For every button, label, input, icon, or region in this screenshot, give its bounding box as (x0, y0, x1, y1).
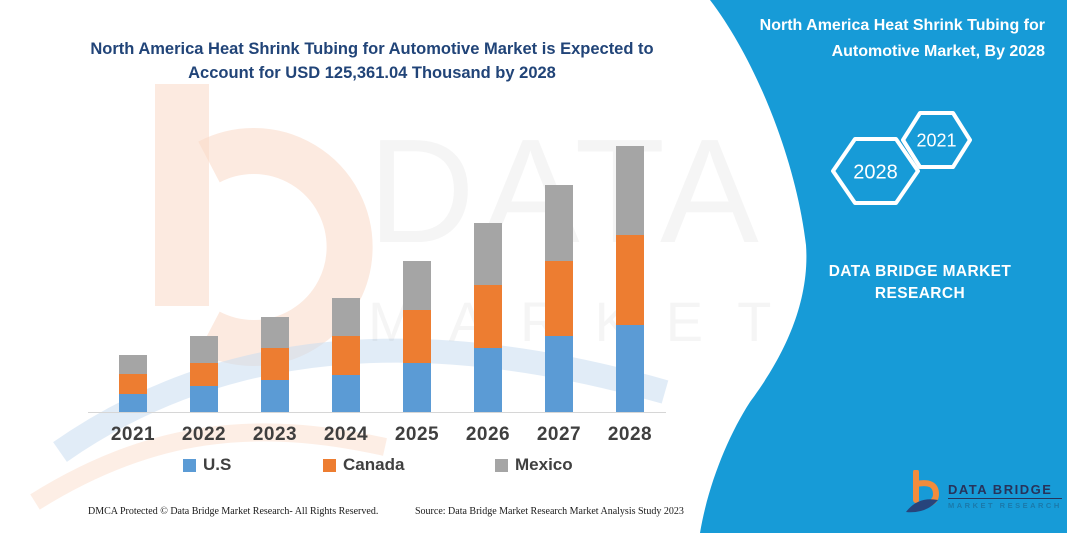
bar-segment-canada (545, 261, 573, 336)
bar-2026 (474, 223, 502, 412)
footer-source-text: Source: Data Bridge Market Research Mark… (415, 506, 684, 517)
bar-segment-canada (474, 284, 502, 348)
bar-segment-canada (332, 335, 360, 375)
logo-tagline: MARKET RESEARCH (948, 501, 1062, 510)
panel-brand-line2: RESEARCH (874, 285, 966, 303)
hexagon-2028-year: 2028 (853, 162, 898, 184)
bar-segment-canada (403, 310, 431, 364)
legend-swatch-icon (495, 458, 508, 472)
x-axis-label-2022: 2022 (181, 424, 227, 445)
bar-segment-mexico (474, 223, 502, 285)
x-axis-label-2028: 2028 (607, 424, 653, 445)
panel-title: North America Heat Shrink Tubing for Aut… (759, 17, 1045, 61)
chart-title: North America Heat Shrink Tubing for Aut… (62, 38, 682, 86)
hexagon-2021-year: 2021 (916, 131, 956, 151)
x-axis-label-2027: 2027 (536, 424, 582, 445)
hexagon-2028: 2028 (831, 137, 920, 205)
bar-segment-canada (190, 363, 218, 387)
data-bridge-logo-icon (906, 470, 940, 513)
bar-2025 (403, 260, 431, 412)
footer-dmca-text: DMCA Protected © Data Bridge Market Rese… (88, 506, 379, 517)
hexagon-2021: 2021 (901, 111, 972, 169)
logo-text-block: DATA BRIDGE MARKET RESEARCH (948, 482, 1062, 510)
legend-item-mexico: Mexico (495, 455, 573, 475)
x-axis-label-2024: 2024 (323, 424, 369, 445)
bar-2024 (332, 297, 360, 412)
legend-swatch-icon (183, 458, 196, 472)
legend-item-us: U.S (183, 455, 231, 475)
bar-2022 (190, 335, 218, 412)
x-axis-label-2025: 2025 (394, 424, 440, 445)
bar-segment-us (261, 380, 289, 412)
bar-segment-mexico (261, 316, 289, 348)
x-axis-label-2021: 2021 (110, 424, 156, 445)
panel-brand-text: DATA BRIDGE MARKET RESEARCH (810, 261, 1030, 306)
bar-segment-us (403, 363, 431, 412)
legend-item-canada: Canada (323, 455, 404, 475)
x-axis-line (88, 412, 666, 413)
bar-segment-mexico (616, 146, 644, 236)
logo-wordmark: DATA BRIDGE (948, 482, 1062, 499)
bar-segment-us (332, 375, 360, 412)
bar-segment-mexico (332, 297, 360, 336)
bar-2028 (616, 146, 644, 412)
bar-segment-mexico (190, 335, 218, 364)
legend-swatch-icon (323, 458, 336, 472)
bar-segment-canada (616, 235, 644, 325)
bar-2027 (545, 184, 573, 412)
bar-2023 (261, 316, 289, 412)
legend-label: Canada (343, 455, 405, 474)
bar-segment-us (616, 324, 644, 412)
bar-2021 (119, 355, 147, 412)
chart-title-line2: Account for USD 125,361.04 Thousand by 2… (188, 63, 556, 82)
legend-label: Mexico (515, 455, 573, 474)
bar-segment-mexico (403, 260, 431, 311)
data-bridge-logo: DATA BRIDGE MARKET RESEARCH (902, 470, 1062, 518)
bar-segment-us (190, 386, 218, 412)
bar-segment-us (474, 347, 502, 412)
stacked-bar-chart: 2021 2022 2023 2024 2025 2026 2027 2028 U.S Cana… (88, 146, 666, 475)
panel-brand-line1: DATA BRIDGE MARKET (828, 263, 1012, 280)
bar-segment-mexico (545, 184, 573, 262)
bar-segment-canada (119, 373, 147, 394)
x-axis-label-2026: 2026 (465, 424, 511, 445)
bar-segment-us (119, 393, 147, 412)
bar-segment-us (545, 335, 573, 412)
legend-label: U.S (203, 455, 232, 474)
x-axis-label-2023: 2023 (252, 424, 298, 445)
chart-title-line1: North America Heat Shrink Tubing for Aut… (90, 40, 654, 58)
bar-segment-canada (261, 347, 289, 381)
bar-segment-mexico (119, 355, 147, 374)
